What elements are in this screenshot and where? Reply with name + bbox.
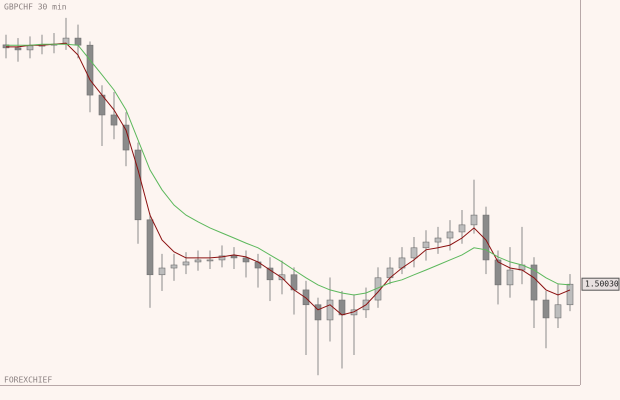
candle-body [170,264,178,269]
candle-body [218,255,226,261]
candle-body [266,267,274,281]
candle-body [458,224,466,233]
labels: 1.50030 [581,277,620,291]
candle-body [206,259,214,262]
last-price-label: 1.50030 [585,280,619,289]
candle-body [422,241,430,249]
candle-body [506,269,514,286]
candle-body [230,255,238,259]
candle-body [74,37,82,46]
candle-body [542,299,550,319]
candle-body [434,237,442,243]
last-price-box [581,277,620,291]
candle-body [26,45,34,51]
moving-average-line [6,43,571,296]
candle-body [14,47,22,51]
candle-body [302,289,310,306]
candle-body [470,214,478,226]
candle-body [146,219,154,276]
plot [2,17,574,376]
chart-title: GBPCHF 30 min [4,3,67,12]
candle-body [314,304,322,321]
candle-body [530,264,538,301]
candle-body [446,231,454,239]
candle-body [242,257,250,263]
candle-body [326,299,334,321]
candle-body [110,114,118,126]
candle-body [410,247,418,259]
candle-body [194,259,202,263]
candle-body [134,149,142,221]
candle-body [158,267,166,276]
candle-body [122,124,130,151]
candle-body [182,261,190,266]
watermark: FOREXCHIEF [4,376,52,385]
candle-body [86,44,94,96]
moving-average-line [6,42,571,316]
candle-body [554,304,562,319]
candle-body [566,283,574,306]
candle-body [494,259,502,286]
